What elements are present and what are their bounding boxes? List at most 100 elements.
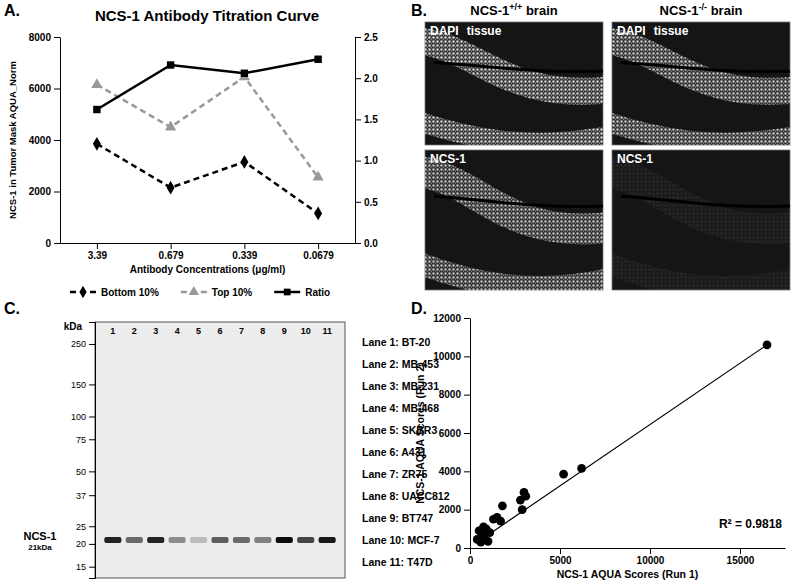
tick: 0.679: [159, 243, 184, 261]
tick-mark: [464, 318, 470, 319]
tick-label: 8000: [439, 389, 462, 400]
micrograph: NCS-1: [603, 150, 799, 290]
panel-c: C.kDa2501501007550372520151234567891011N…: [4, 300, 450, 579]
tick-mark: [470, 548, 471, 554]
tick-label: 250: [71, 339, 86, 349]
tick: 37: [76, 491, 95, 501]
image-content: [425, 171, 603, 287]
ventricle: [434, 196, 603, 206]
band: [190, 537, 207, 543]
tick: 15: [76, 562, 95, 572]
tick-label: 150: [71, 380, 86, 390]
tick-mark: [89, 384, 95, 385]
band: [147, 537, 164, 543]
band: [297, 537, 314, 543]
lane-label: Lane 8: UACC812: [362, 490, 450, 502]
blot-background: [95, 322, 345, 578]
tick-label: 0: [455, 543, 461, 554]
legend-label: Ratio: [305, 287, 330, 298]
tick-mark: [54, 192, 60, 193]
lane-label: Lane 3: MB-231: [362, 380, 439, 392]
legend-item: Ratio: [274, 287, 330, 298]
band: [126, 537, 143, 543]
tick: 1.5: [355, 114, 378, 125]
point: [521, 492, 530, 501]
axis-line: [355, 38, 356, 244]
tick-label: 0.0: [364, 238, 378, 249]
lane-number: 1: [110, 326, 115, 336]
tick-mark: [54, 140, 60, 141]
x-axis: 050001000015000: [468, 548, 786, 566]
tick-mark: [54, 37, 60, 38]
legend-item: Top 10%: [181, 286, 252, 298]
tick-mark: [97, 243, 98, 249]
tick: 10000: [433, 351, 470, 362]
tissue-band: [612, 120, 790, 142]
lane-label: Lane 5: SKBR3: [362, 424, 437, 436]
tick: 75: [76, 435, 95, 445]
tissue-band: [425, 262, 603, 287]
tick-label: 10000: [637, 555, 665, 566]
point: [496, 517, 505, 526]
trendline: [477, 345, 767, 542]
y2-axis: 0.00.51.01.52.02.5: [355, 32, 378, 249]
tick: 0.0679: [303, 243, 334, 261]
lane-number: 2: [132, 326, 137, 336]
tick: 4000: [439, 466, 470, 477]
image-label: DAPI: [617, 24, 646, 38]
tissue-band: [612, 262, 790, 287]
marker: [165, 121, 176, 131]
tick-mark: [54, 89, 60, 90]
tick-label: 0: [45, 238, 51, 249]
plot-area: [91, 56, 324, 221]
image-label: DAPI: [430, 24, 459, 38]
y-axis-title: NCS-1 AQUA Scores (Run 2): [414, 362, 426, 504]
micrograph: NCS-1: [416, 150, 612, 290]
panel-b: B.NCS-1+/+ brainNCS-1-/- brainDAPItissue…: [411, 2, 799, 290]
tick: 25: [76, 522, 95, 532]
tick: 2.0: [355, 73, 378, 84]
tick-label: 12000: [433, 313, 461, 324]
marker: [240, 155, 248, 169]
tick: 150: [71, 380, 95, 390]
panel-d: D.05000100001500002000400060008000100001…: [411, 300, 786, 580]
marker: [93, 106, 100, 113]
title-superscript: +/+: [509, 2, 522, 12]
panel-label: D.: [411, 300, 427, 317]
band: [254, 537, 271, 543]
chart-title: NCS-1 Antibody Titration Curve: [95, 7, 319, 24]
tick: 2.5: [355, 32, 378, 43]
axis-line: [470, 319, 471, 549]
tissue-band: [612, 171, 790, 229]
ventricle: [434, 63, 603, 72]
ventricle: [621, 63, 790, 72]
tick: 6000: [29, 83, 60, 94]
panel-label: B.: [411, 2, 427, 19]
tick: 0: [468, 548, 474, 566]
legend-label: Top 10%: [212, 287, 252, 298]
tick-label: 2.0: [364, 73, 378, 84]
lane-number: 8: [260, 326, 265, 336]
legend-marker: [189, 286, 199, 295]
tick: 8000: [439, 389, 470, 400]
tick: 2000: [29, 186, 60, 197]
band-label: NCS-1: [23, 530, 56, 542]
lane-number: 10: [301, 326, 311, 336]
column-title: NCS-1-/- brain: [660, 2, 743, 18]
tick-mark: [355, 161, 361, 162]
tick-mark: [89, 344, 95, 345]
tick: 50: [76, 467, 95, 477]
band: [104, 537, 121, 543]
tick-mark: [355, 78, 361, 79]
micrograph: DAPItissue: [603, 22, 799, 145]
tick-label: 8000: [29, 32, 52, 43]
tick: 0.339: [232, 243, 257, 261]
tick: 4000: [29, 135, 60, 146]
ventricle: [621, 196, 790, 206]
tick-label: 1.0: [364, 155, 378, 166]
marker: [167, 181, 175, 195]
tick-label: 0.339: [232, 250, 257, 261]
tick-mark: [54, 243, 60, 244]
title-part: NCS-1: [660, 3, 699, 18]
lane-number: 7: [239, 326, 244, 336]
